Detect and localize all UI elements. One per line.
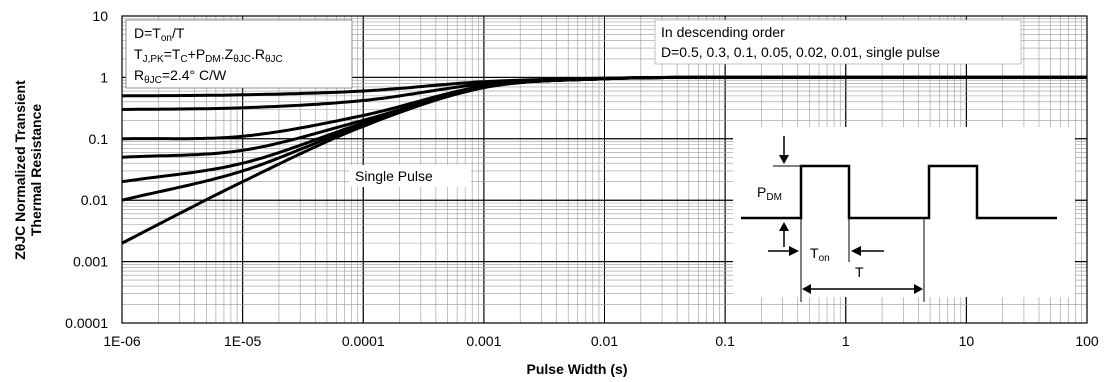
ton-label: Ton (810, 245, 830, 264)
y-tick-label: 0.01 (81, 192, 108, 208)
y-tick-label: 0.0001 (65, 315, 108, 331)
duty-cycle-definition: D=Ton/T (134, 25, 185, 44)
x-tick-label: 0.1 (715, 333, 735, 349)
y-tick-label: 0.1 (89, 131, 109, 147)
pulse-waveform (741, 164, 1057, 220)
period-arrow-left-head (802, 284, 811, 294)
pdm-arrow-top-head (779, 155, 789, 164)
y-axis-title: ZθJC Normalized Transient Thermal Resist… (12, 80, 44, 260)
pdm-label: PDM (757, 184, 782, 203)
y-tick-label: 1 (100, 69, 108, 85)
y-tick-label: 10 (92, 8, 108, 24)
x-tick-label: 1 (842, 333, 850, 349)
x-tick-label: 0.01 (591, 333, 618, 349)
formula-box (125, 19, 353, 89)
x-tick-label: 1E-06 (103, 333, 141, 349)
ton-right-arrow-head (851, 246, 861, 256)
order-note-line1: In descending order (661, 24, 785, 40)
y-axis-title-line2: Thermal Resistance (28, 104, 44, 236)
ton-left-arrow-head (789, 246, 799, 256)
x-tick-labels: 1E-06 1E-05 0.0001 0.001 0.01 0.1 1 10 100 (103, 333, 1099, 349)
x-tick-label: 10 (959, 333, 975, 349)
x-tick-label: 0.0001 (342, 333, 385, 349)
junction-temperature-formula: TJ,PK=TC+PDM.ZθJC.RθJC (134, 46, 283, 65)
plot-frame (121, 15, 1088, 324)
pdm-arrow-bottom-head (779, 222, 789, 231)
x-tick-label: 100 (1075, 333, 1099, 349)
series-line-6 (121, 75, 1087, 245)
x-tick-label: 0.001 (466, 333, 501, 349)
y-axis-title-line1: ZθJC Normalized Transient (12, 80, 28, 260)
order-box (654, 19, 1022, 65)
period-label: T (855, 264, 864, 280)
order-note-line2: D=0.5, 0.3, 0.1, 0.05, 0.02, 0.01, singl… (661, 44, 940, 60)
x-tick-label: 1E-05 (224, 333, 262, 349)
series-curves (121, 75, 1087, 245)
y-tick-label: 0.001 (73, 254, 108, 270)
pulse-diagram-inset: PDM Ton T (733, 127, 1075, 302)
inset-background (733, 127, 1075, 297)
single-pulse-label-bg (349, 165, 471, 187)
period-arrow-right-head (914, 284, 923, 294)
thermal-resistance-value: RθJC=2.4° C/W (134, 67, 227, 86)
y-tick-labels: 0.0001 0.001 0.01 0.1 1 10 (65, 8, 108, 331)
x-axis-title: Pulse Width (s) (527, 361, 628, 377)
single-pulse-label: Single Pulse (355, 168, 433, 184)
